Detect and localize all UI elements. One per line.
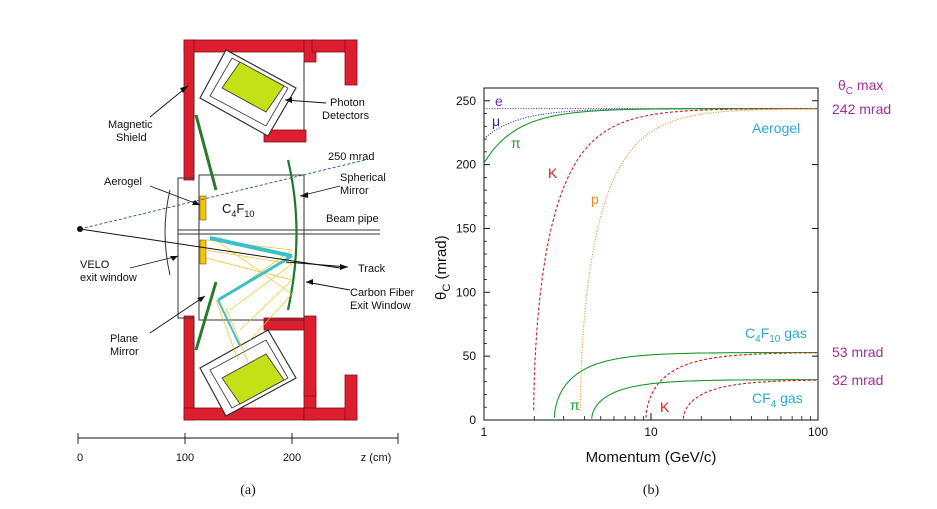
curve-label-k-aerogel: K xyxy=(548,165,558,181)
x-axis-title: Momentum (GeV/c) xyxy=(586,449,717,466)
z-tick-100: 100 xyxy=(176,452,194,464)
cherenkov-light xyxy=(209,236,293,347)
label-carbon-fiber-2: Exit Window xyxy=(350,300,411,312)
chart-axes: 0 50 100 150 200 250 1 10 100 xyxy=(456,94,828,439)
caption-a: (a) xyxy=(240,483,256,498)
z-axis-label: z (cm) xyxy=(361,452,392,464)
caption-b: (b) xyxy=(643,483,660,498)
magnetic-shield xyxy=(183,39,358,421)
curve-cf4-pi xyxy=(591,379,818,419)
curve-label-p-aerogel: p xyxy=(591,191,599,207)
label-velo-exit-2: exit window xyxy=(80,272,137,284)
y-tick-label-200: 200 xyxy=(456,158,476,172)
curve-aerogel-k xyxy=(533,108,818,411)
acceptance-250mrad-line xyxy=(79,159,366,230)
plane-mirrors xyxy=(194,114,218,351)
y-tick-label-100: 100 xyxy=(456,285,476,299)
curve-cf4-k xyxy=(682,379,818,419)
label-plane-mirror-2: Mirror xyxy=(110,346,139,358)
y-tick-label-150: 150 xyxy=(456,221,476,235)
label-c4f10: C4F10 xyxy=(222,201,254,219)
label-track: Track xyxy=(358,263,386,275)
label-32-mrad: 32 mrad xyxy=(832,372,883,388)
aerogel-tiles xyxy=(199,195,207,265)
y-tick-label-250: 250 xyxy=(456,94,476,108)
photon-rays xyxy=(205,235,293,363)
curve-label-c4f10-gas: C4F10 gas xyxy=(745,325,807,345)
z-tick-200: 200 xyxy=(283,452,301,464)
x-tick-label-1: 1 xyxy=(481,425,488,439)
curve-label-k-gas: K xyxy=(660,399,670,415)
label-arrowheads xyxy=(170,86,348,302)
curve-c4f10-k xyxy=(645,352,818,418)
label-beam-pipe: Beam pipe xyxy=(326,213,379,225)
track-line xyxy=(79,228,341,269)
curve-aerogel-p xyxy=(579,108,818,411)
label-250-mrad: 250 mrad xyxy=(328,151,374,163)
x-tick-label-10: 10 xyxy=(644,425,658,439)
label-magnetic-shield: Magnetic xyxy=(108,119,153,131)
z-axis xyxy=(77,433,399,444)
label-magnetic-shield-2: Shield xyxy=(116,132,147,144)
curve-label-mu: μ xyxy=(492,113,500,129)
chart-curves xyxy=(483,108,818,419)
label-photon-detectors: Photon xyxy=(330,97,365,109)
curve-label-aerogel: Aerogel xyxy=(752,120,800,136)
label-carbon-fiber: Carbon Fiber xyxy=(350,287,415,299)
curve-c4f10-pi xyxy=(553,351,818,418)
label-theta-c-max: θC max xyxy=(838,77,883,97)
curve-label-e: e xyxy=(495,93,503,109)
photon-detector-lower xyxy=(199,329,297,417)
label-plane-mirror: Plane xyxy=(110,333,138,345)
curve-label-cf4-gas: CF4 gas xyxy=(752,390,803,410)
label-spherical-mirror-2: Mirror xyxy=(340,185,369,197)
rich-detector-diagram: Magnetic Shield Photon Detectors Aerogel… xyxy=(77,39,415,498)
photon-detector-upper xyxy=(199,49,297,137)
y-axis-title: θC (mrad) xyxy=(433,235,453,300)
spherical-mirror xyxy=(286,159,298,311)
z-tick-0: 0 xyxy=(77,452,83,464)
x-tick-label-100: 100 xyxy=(808,425,828,439)
curve-aerogel-pi xyxy=(483,108,818,164)
detector-housing xyxy=(164,52,380,408)
y-tick-label-0: 0 xyxy=(469,413,476,427)
label-aerogel: Aerogel xyxy=(104,176,142,188)
y-tick-label-50: 50 xyxy=(463,349,477,363)
label-53-mrad: 53 mrad xyxy=(832,344,883,360)
label-photon-detectors-2: Detectors xyxy=(322,110,370,122)
label-242-mrad: 242 mrad xyxy=(832,101,891,117)
curve-label-pi-gas: π xyxy=(570,397,580,413)
curve-label-pi-aerogel: π xyxy=(511,135,521,151)
label-spherical-mirror: Spherical xyxy=(340,172,386,184)
label-velo-exit: VELO xyxy=(80,259,110,271)
